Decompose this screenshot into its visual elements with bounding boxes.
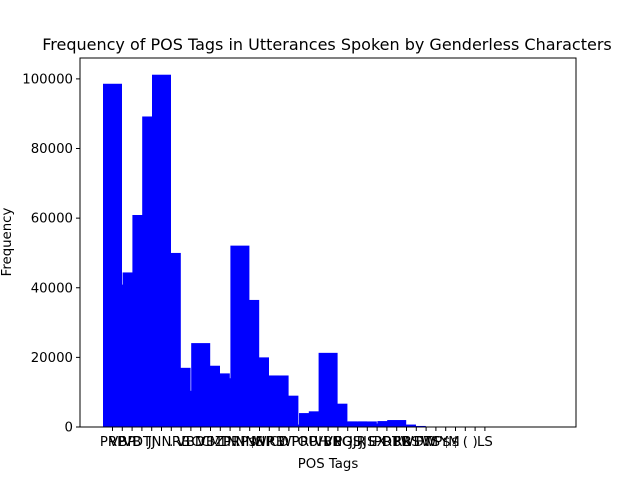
x-tick-label: PRP	[100, 435, 125, 450]
x-tick-label: SYM	[432, 435, 460, 450]
x-tick-label: PDT	[374, 435, 401, 450]
x-tick-label: LS	[477, 435, 493, 450]
chart-title: Frequency of POS Tags in Utterances Spok…	[42, 35, 612, 54]
bar-ex	[367, 423, 387, 427]
x-tick-label: UH	[308, 435, 328, 450]
x-tick-label: WP$	[421, 435, 451, 450]
x-tick-label: MD	[209, 435, 231, 450]
x-tick-label: )	[472, 435, 477, 450]
x-tick-label: (	[463, 435, 468, 450]
y-axis-label: Frequency	[0, 208, 15, 277]
y-tick-label: 20000	[31, 351, 73, 366]
x-tick-label: NNS	[236, 435, 264, 450]
x-tick-label: JJR	[348, 435, 366, 450]
x-axis: PRPVBPVBDTJJNN.RBVBDCCVBZMDINPRP$NNSNNPW…	[100, 427, 493, 450]
x-tick-label: VBP	[109, 435, 135, 450]
x-tick-label: VBG	[324, 435, 352, 450]
x-tick-label: EX	[368, 435, 386, 450]
x-tick-label: VBZ	[197, 435, 224, 450]
x-tick-label: VBN	[314, 435, 342, 450]
x-tick-label: NNP	[246, 435, 274, 450]
x-tick-label: JJ	[147, 435, 156, 450]
x-tick-label: WDT	[401, 435, 433, 450]
x-tick-label: RP	[300, 435, 317, 450]
bar-pos	[338, 421, 358, 427]
bar-wdt	[406, 425, 426, 427]
bar-rbr	[387, 420, 407, 427]
y-axis: 0 20000 40000 60000 80000 100000	[22, 72, 80, 436]
x-tick-label: RBS	[393, 435, 420, 450]
x-tick-label: WRB	[254, 435, 286, 450]
y-tick-label: 80000	[31, 142, 73, 157]
y-tick-label: 40000	[31, 281, 73, 296]
x-tick-label: FW	[416, 435, 437, 450]
bar-jjr	[348, 421, 367, 427]
x-tick-label: CD	[269, 435, 289, 450]
bar-pdt	[377, 421, 397, 427]
bars-group	[103, 74, 495, 428]
x-tick-label: .	[169, 435, 173, 450]
x-tick-label: CC	[191, 435, 210, 450]
x-tick-label: RBR	[383, 435, 411, 450]
x-axis-label: POS Tags	[298, 457, 359, 472]
bar-to	[289, 424, 309, 427]
x-tick-label: VB	[123, 435, 141, 450]
bar-jjs	[357, 421, 377, 427]
x-tick-label: POS	[334, 435, 361, 450]
y-tick-label: 60000	[31, 212, 73, 227]
x-tick-label: DT	[133, 435, 152, 450]
x-tick-label: JJS	[358, 435, 375, 450]
y-tick-label: 100000	[22, 72, 73, 87]
x-tick-label: VBD	[177, 435, 205, 450]
bar-vbg	[328, 403, 348, 427]
x-tick-label: WP	[278, 435, 299, 450]
x-tick-label: TO	[288, 435, 308, 450]
x-tick-label: IN	[223, 435, 237, 450]
y-tick-label: 0	[65, 421, 73, 436]
x-tick-label: PRP$	[223, 435, 257, 450]
x-tick-label: RB	[172, 435, 190, 450]
x-tick-label: NN	[152, 435, 172, 450]
bar-rbs	[397, 424, 416, 427]
bar-wp	[279, 395, 299, 427]
x-tick-label: $	[451, 435, 459, 450]
